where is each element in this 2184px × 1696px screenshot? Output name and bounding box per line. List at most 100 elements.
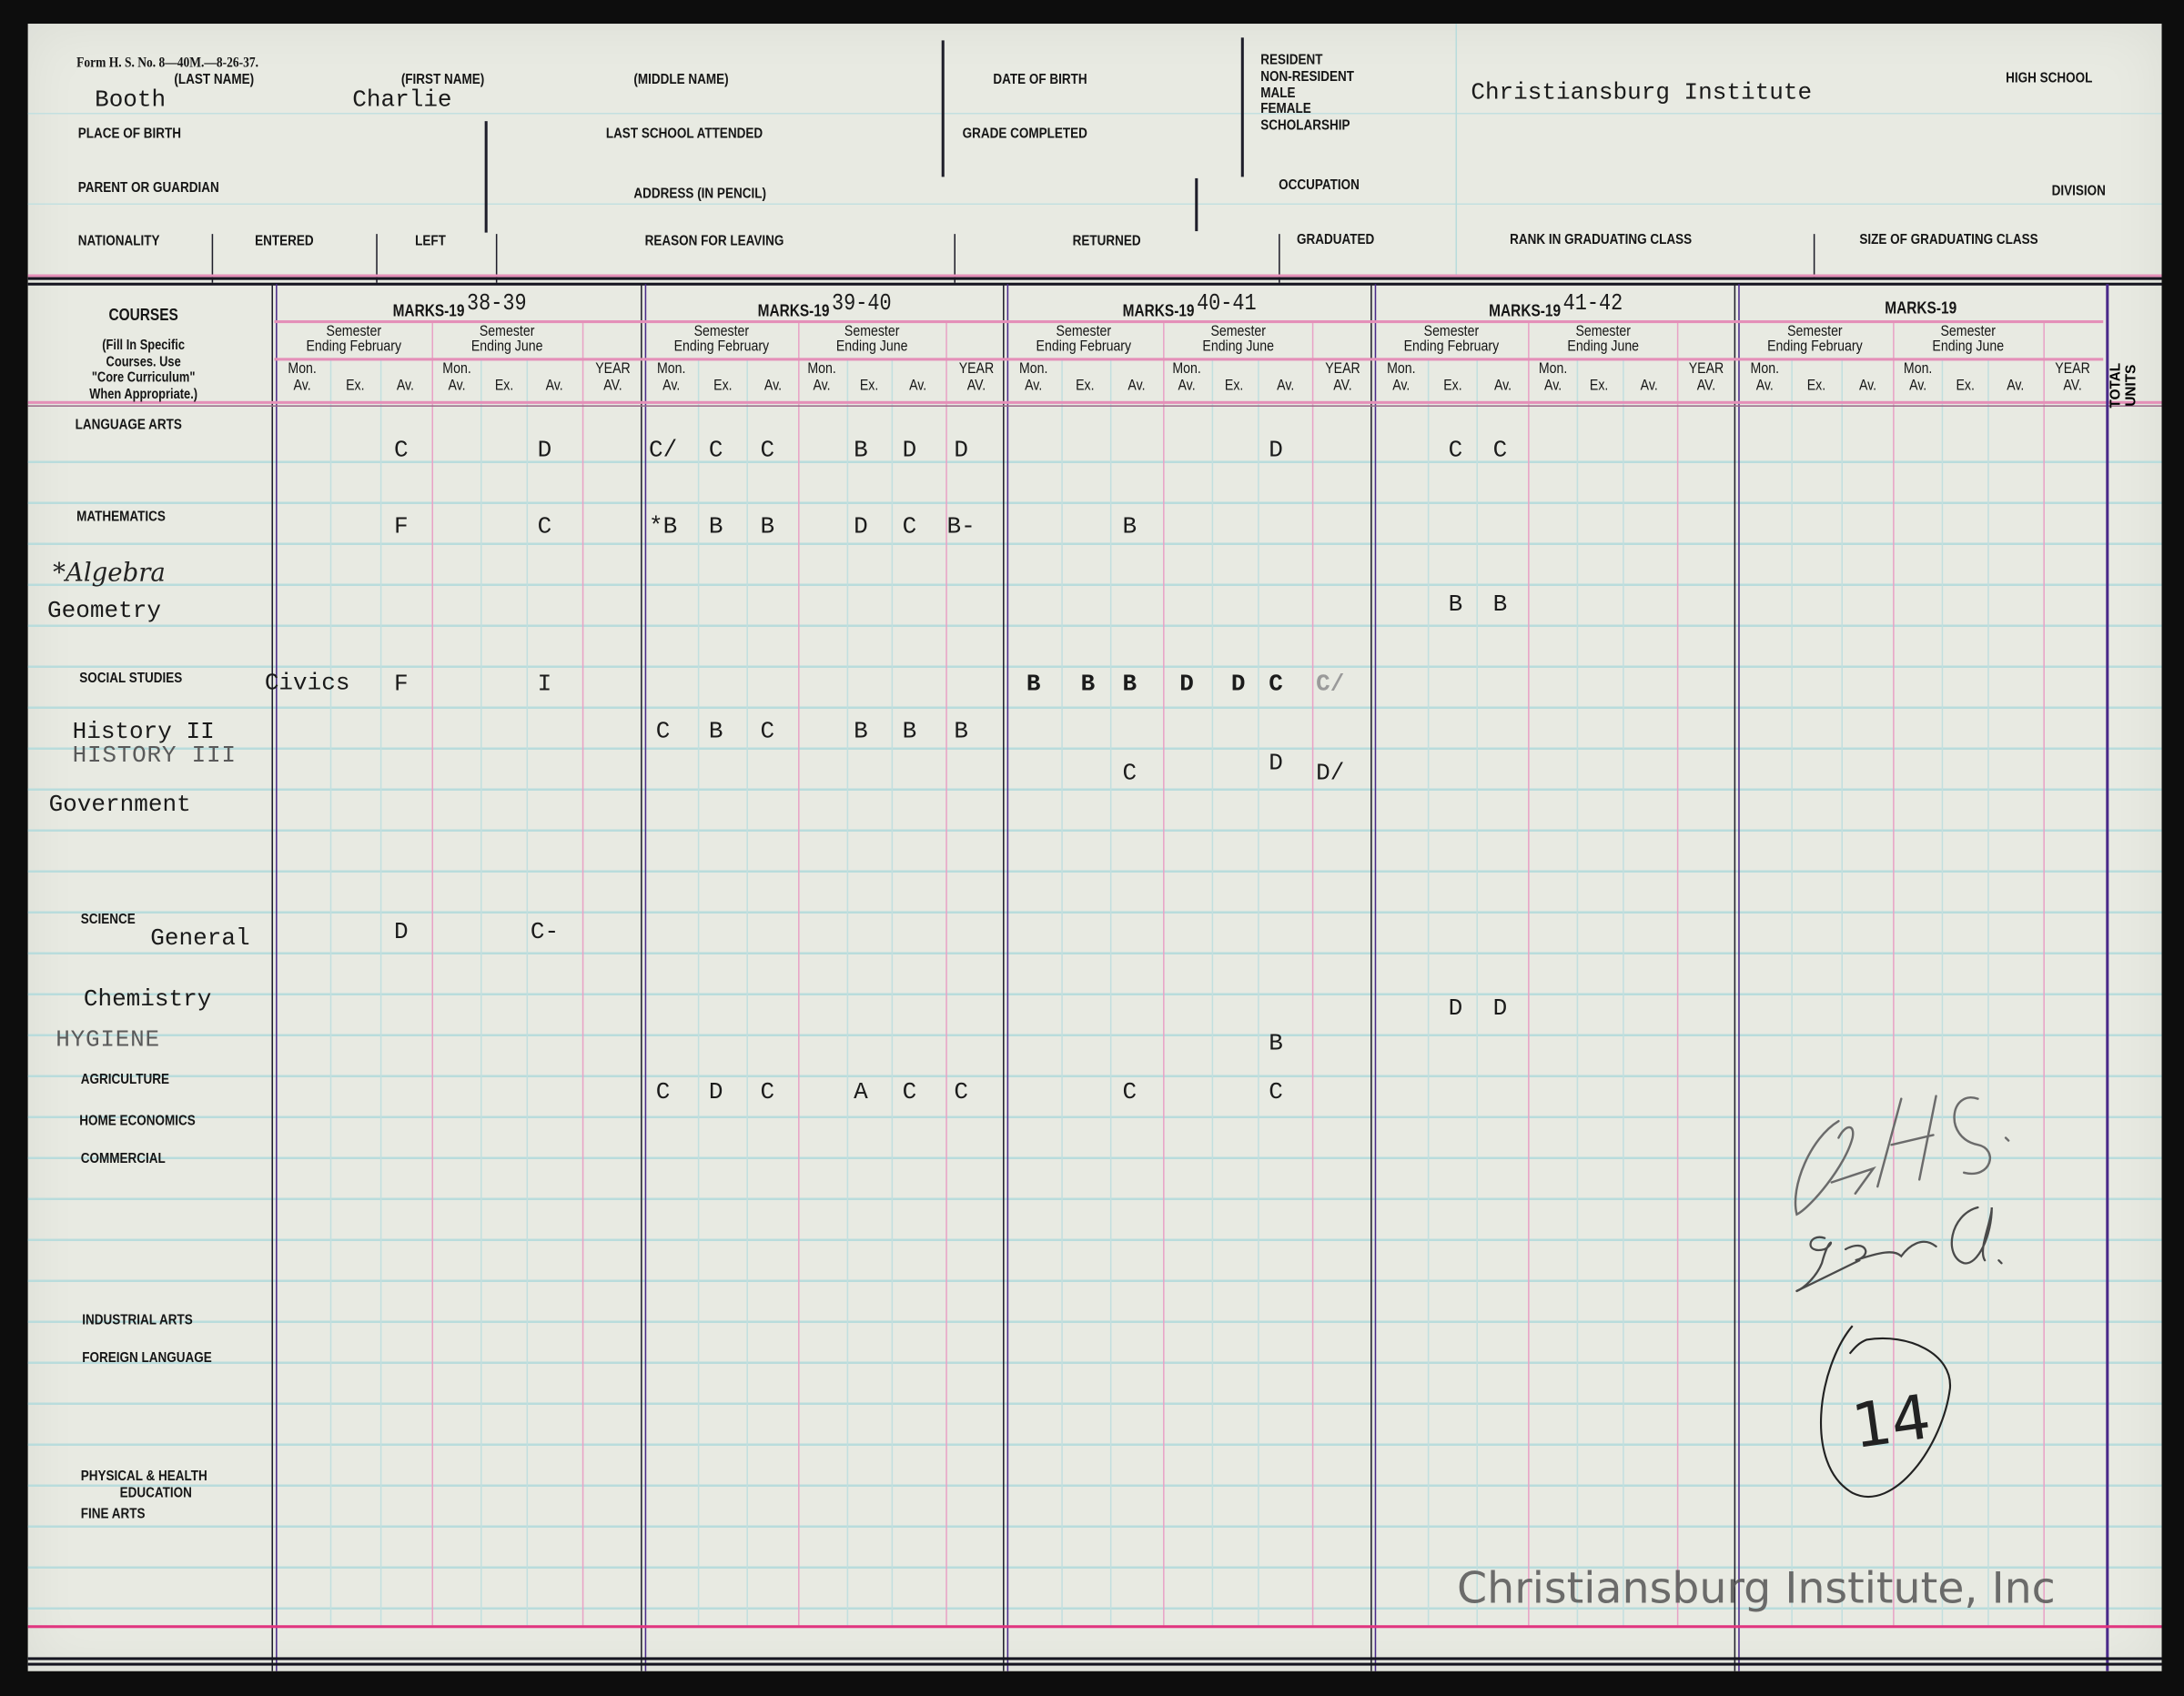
- column-label: YEAR AV.: [958, 361, 994, 394]
- column-rule: [1576, 358, 1579, 1626]
- column-label-top: Mon.: [288, 360, 317, 378]
- first-name-value: Charlie: [352, 87, 452, 115]
- column-label-bottom: Ex.: [1955, 377, 1975, 394]
- semester-label: Semester: [1209, 323, 1266, 340]
- semester-feb-header: Semester Ending February: [1403, 323, 1499, 356]
- grade-mark: B: [760, 514, 775, 541]
- courses-note-line: (Fill In Specific: [102, 338, 186, 354]
- grade-mark: C: [655, 1079, 671, 1107]
- divider: [495, 234, 498, 283]
- semester-june-header: Semester Ending June: [836, 324, 908, 356]
- label-entered: ENTERED: [255, 232, 314, 249]
- label-rank-in-class: RANK IN GRADUATING CLASS: [1510, 231, 1693, 248]
- semester-label: Ending June: [1201, 338, 1274, 356]
- label-graduated: GRADUATED: [1296, 231, 1375, 248]
- column-label-bottom: Ex.: [1806, 377, 1826, 394]
- column-label-top: [397, 362, 414, 379]
- column-label-bottom: Av.: [1755, 377, 1774, 394]
- marks-year-header: MARKS-19 40-41: [1123, 292, 1257, 323]
- grade-mark: D: [1179, 671, 1194, 699]
- column-rule: [480, 358, 483, 1626]
- header-ruling: [27, 24, 2162, 275]
- column-label: YEAR AV.: [1689, 361, 1724, 394]
- column-label-bottom: Av.: [1858, 377, 1876, 394]
- column-label: Ex.: [495, 362, 513, 394]
- column-label-bottom: Av.: [1543, 377, 1562, 394]
- form-number: Form H. S. No. 8—40M.—8-26-37.: [76, 56, 259, 72]
- grade-mark: F: [394, 671, 409, 699]
- column-label: Ex.: [1956, 362, 1974, 394]
- grade-mark: D: [854, 514, 868, 541]
- grade-mark: B: [1492, 592, 1508, 620]
- column-label-top: Mon.: [441, 360, 471, 378]
- grade-mark: D: [537, 438, 552, 465]
- semester-label: Semester: [1423, 323, 1479, 340]
- status-option: RESIDENT: [1260, 51, 1323, 68]
- status-options: RESIDENT NON-RESIDENT MALE FEMALE SCHOLARSHI…: [1260, 51, 1371, 135]
- column-label-top: [2007, 362, 2024, 379]
- column-label: Av.: [1641, 362, 1658, 394]
- column-label-top: [763, 362, 781, 379]
- column-label: Ex.: [1225, 362, 1243, 394]
- column-label-bottom: Av.: [293, 377, 311, 394]
- courses-note-line: Courses. Use: [106, 354, 181, 370]
- column-label: YEAR AV.: [2056, 361, 2091, 394]
- label-address: ADDRESS (IN PENCIL): [633, 185, 766, 202]
- course-label: FINE ARTS: [80, 1505, 146, 1522]
- column-label-bottom: AV.: [1697, 377, 1716, 394]
- marks-year-header: MARKS-19 41-42: [1488, 292, 1622, 323]
- column-divider: [271, 284, 274, 1671]
- circled-number-annotation: 14: [1820, 1325, 1951, 1499]
- column-label: Mon. Av.: [288, 360, 317, 394]
- column-rule: [845, 358, 848, 1626]
- column-label-top: [859, 362, 877, 379]
- marks-prefix: MARKS-19: [1884, 298, 1956, 318]
- grade-mark: B: [954, 719, 968, 746]
- column-rule: [1841, 358, 1843, 1626]
- divider: [1279, 234, 1280, 283]
- grade-mark: B: [902, 719, 917, 746]
- column-label-top: [546, 362, 563, 379]
- column-label-bottom: Ex.: [1225, 377, 1244, 394]
- year-divider: [1003, 284, 1005, 1671]
- rule: [27, 1662, 2162, 1665]
- column-label: Mon. Av.: [1539, 361, 1567, 394]
- rule: [27, 1625, 2162, 1628]
- column-rule: [1060, 358, 1063, 1626]
- year-divider: [1374, 284, 1377, 1671]
- column-label-top: [495, 362, 513, 379]
- label-left: LEFT: [415, 232, 446, 249]
- semester-label: Semester: [1574, 323, 1631, 340]
- grades-ruling: [27, 427, 2162, 1647]
- column-label-top: [713, 362, 731, 379]
- course-label: Geometry: [47, 599, 161, 626]
- semester-feb-header: Semester Ending February: [673, 324, 769, 356]
- course-label: AGRICULTURE: [80, 1071, 170, 1088]
- label-returned: RETURNED: [1072, 232, 1141, 249]
- grade-mark: B: [854, 438, 868, 465]
- column-rule: [1942, 358, 1944, 1626]
- column-label-bottom: Av.: [1024, 377, 1042, 394]
- status-option: MALE: [1260, 84, 1296, 102]
- label-first-name: (FIRST NAME): [400, 71, 485, 88]
- column-label: Ex.: [713, 362, 731, 394]
- semester-label: Ending February: [305, 338, 401, 356]
- course-label: Civics: [264, 671, 350, 698]
- column-label-top: [1956, 362, 1974, 379]
- column-label-top: [1494, 362, 1512, 379]
- grade-mark: I: [537, 671, 552, 699]
- divider: [1195, 177, 1198, 232]
- grade-mark: B: [1448, 592, 1463, 620]
- column-label-top: YEAR: [1325, 360, 1361, 378]
- column-rule: [1477, 358, 1479, 1626]
- column-label-bottom: Av.: [1178, 377, 1197, 394]
- column-rule: [526, 358, 529, 1626]
- semester-rule: [1162, 321, 1165, 1626]
- marks-prefix: MARKS-19: [757, 300, 830, 321]
- course-label: COMMERCIAL: [80, 1150, 166, 1167]
- year-divider: [641, 284, 642, 1671]
- column-rule: [1428, 358, 1430, 1626]
- column-label: Av.: [1494, 362, 1512, 394]
- column-label-bottom: AV.: [2063, 377, 2083, 394]
- grade-mark: D: [1230, 671, 1246, 699]
